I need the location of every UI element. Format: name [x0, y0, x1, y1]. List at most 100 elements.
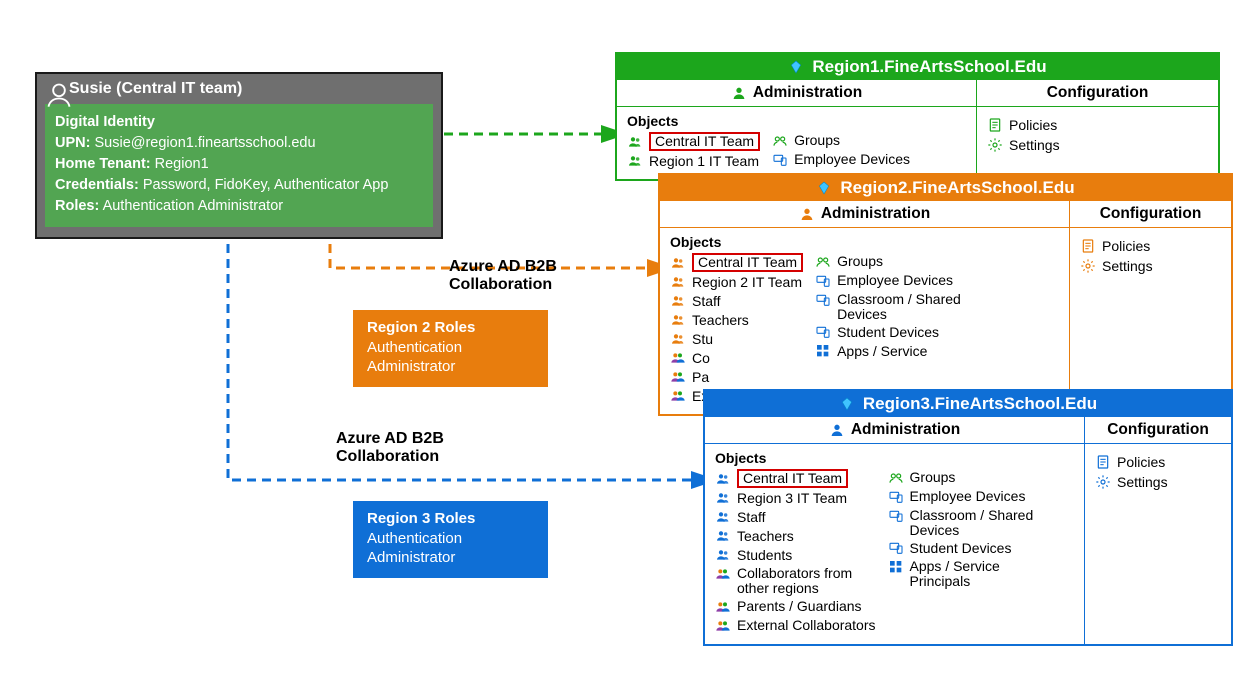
object-label: Central IT Team	[743, 470, 842, 486]
roles2-line1: Authentication	[367, 339, 462, 356]
roles2-title: Region 2 Roles	[367, 318, 534, 338]
config-col-title: Configuration	[977, 80, 1218, 106]
b2b-label-2-line2: Collaboration	[336, 448, 439, 465]
object-label: Teachers	[692, 313, 749, 328]
config-list: Policies Settings	[1095, 450, 1221, 490]
config-item-label: Policies	[1102, 238, 1150, 254]
config-item: Settings	[1080, 258, 1221, 274]
object-item: Teachers	[715, 528, 876, 544]
tenant-header: Region3.FineArtsSchool.Edu	[705, 391, 1231, 417]
devices-icon	[888, 540, 904, 556]
config-item-label: Policies	[1009, 117, 1057, 133]
groups-icon	[815, 254, 831, 270]
object-label: Apps / Service Principals	[910, 559, 1040, 588]
object-label: Employee Devices	[910, 489, 1026, 504]
admin-col-title: Administration	[660, 201, 1070, 227]
objects-right-list: Groups Employee Devices Classroom / Shar…	[888, 470, 1040, 634]
tenant-title: Region3.FineArtsSchool.Edu	[863, 394, 1097, 414]
devices-icon	[815, 273, 831, 289]
object-item: Central IT Team	[670, 254, 803, 271]
objects-label: Objects	[627, 113, 968, 129]
tenant-header: Region1.FineArtsSchool.Edu	[617, 54, 1218, 80]
users-multi-icon	[670, 350, 686, 366]
config-item-label: Settings	[1009, 137, 1060, 153]
devices-icon	[888, 508, 904, 524]
objects-left-list: Central IT Team Region 3 IT Team Staff T…	[715, 470, 876, 634]
object-label: Region 2 IT Team	[692, 275, 802, 290]
objects-label: Objects	[670, 234, 1061, 250]
object-item: Employee Devices	[888, 489, 1040, 505]
admin-col-title: Administration	[705, 417, 1085, 443]
object-item: Region 3 IT Team	[715, 490, 876, 506]
object-item: Groups	[815, 254, 967, 270]
object-label: Collaborators from other regions	[737, 566, 867, 595]
apps-icon	[888, 559, 904, 575]
object-item: Teachers	[670, 312, 803, 328]
devices-icon	[815, 292, 831, 308]
diamond-icon	[816, 180, 832, 196]
object-item: Central IT Team	[627, 133, 760, 150]
config-list: Policies Settings	[1080, 234, 1221, 274]
object-item: Central IT Team	[715, 470, 876, 487]
devices-icon	[815, 324, 831, 340]
users-blue-icon	[715, 528, 731, 544]
b2b-label-2-line1: Azure AD B2B	[336, 430, 444, 447]
object-item: Employee Devices	[772, 152, 910, 168]
home-label: Home Tenant:	[55, 156, 151, 172]
config-item: Settings	[987, 137, 1208, 153]
users-blue-icon	[715, 509, 731, 525]
identity-card: Susie (Central IT team) Digital Identity…	[35, 72, 443, 239]
admin-icon	[799, 206, 815, 222]
config-item: Policies	[1080, 238, 1221, 254]
devices-icon	[888, 489, 904, 505]
roles-badge-region3: Region 3 Roles Authentication Administra…	[353, 501, 548, 578]
object-label: Co	[692, 351, 710, 366]
object-label: Students	[737, 548, 792, 563]
groups-icon	[888, 470, 904, 486]
home-value: Region1	[155, 156, 209, 172]
object-label: Classroom / Shared Devices	[910, 508, 1040, 537]
users-orange-icon	[670, 331, 686, 347]
policies-icon	[987, 117, 1003, 133]
object-label: Stu	[692, 332, 713, 347]
config-item: Settings	[1095, 474, 1221, 490]
object-label: Teachers	[737, 529, 794, 544]
groups-icon	[772, 133, 788, 149]
object-item: Groups	[772, 133, 910, 149]
object-label: Groups	[794, 133, 840, 148]
object-item: Region 1 IT Team	[627, 153, 760, 169]
users-green-icon	[627, 153, 643, 169]
user-avatar-icon	[45, 81, 61, 97]
config-item-label: Settings	[1102, 258, 1153, 274]
admin-col-title: Administration	[617, 80, 977, 106]
object-item: Apps / Service	[815, 343, 967, 359]
object-label: Staff	[737, 510, 766, 525]
tenant-card-t2: Region2.FineArtsSchool.Edu Administratio…	[658, 173, 1233, 416]
object-label: Central IT Team	[655, 133, 754, 149]
config-label: Configuration	[1047, 84, 1149, 102]
object-label: Groups	[837, 254, 883, 269]
users-blue-icon	[715, 490, 731, 506]
users-blue-icon	[715, 471, 731, 487]
roles-label: Roles:	[55, 198, 99, 214]
object-label: Region 1 IT Team	[649, 154, 759, 169]
policies-icon	[1095, 454, 1111, 470]
object-item: Student Devices	[815, 324, 967, 340]
object-label: Staff	[692, 294, 721, 309]
objects-left-list: Central IT Team Region 1 IT Team	[627, 133, 760, 169]
object-label: Parents / Guardians	[737, 599, 862, 614]
object-item: Student Devices	[888, 540, 1040, 556]
object-label: Groups	[910, 470, 956, 485]
object-label: Classroom / Shared Devices	[837, 292, 967, 321]
users-orange-icon	[670, 312, 686, 328]
b2b-label-1: Azure AD B2B Collaboration	[449, 258, 557, 295]
devices-icon	[772, 152, 788, 168]
config-item-label: Settings	[1117, 474, 1168, 490]
users-blue-icon	[715, 547, 731, 563]
object-item: Co	[670, 350, 803, 366]
objects-right-list: Groups Employee Devices Classroom / Shar…	[815, 254, 967, 404]
tenant-title: Region1.FineArtsSchool.Edu	[812, 57, 1046, 77]
cred-value: Password, FidoKey, Authenticator App	[143, 177, 389, 193]
tenant-card-t3: Region3.FineArtsSchool.Edu Administratio…	[703, 389, 1233, 646]
config-label: Configuration	[1100, 205, 1202, 223]
